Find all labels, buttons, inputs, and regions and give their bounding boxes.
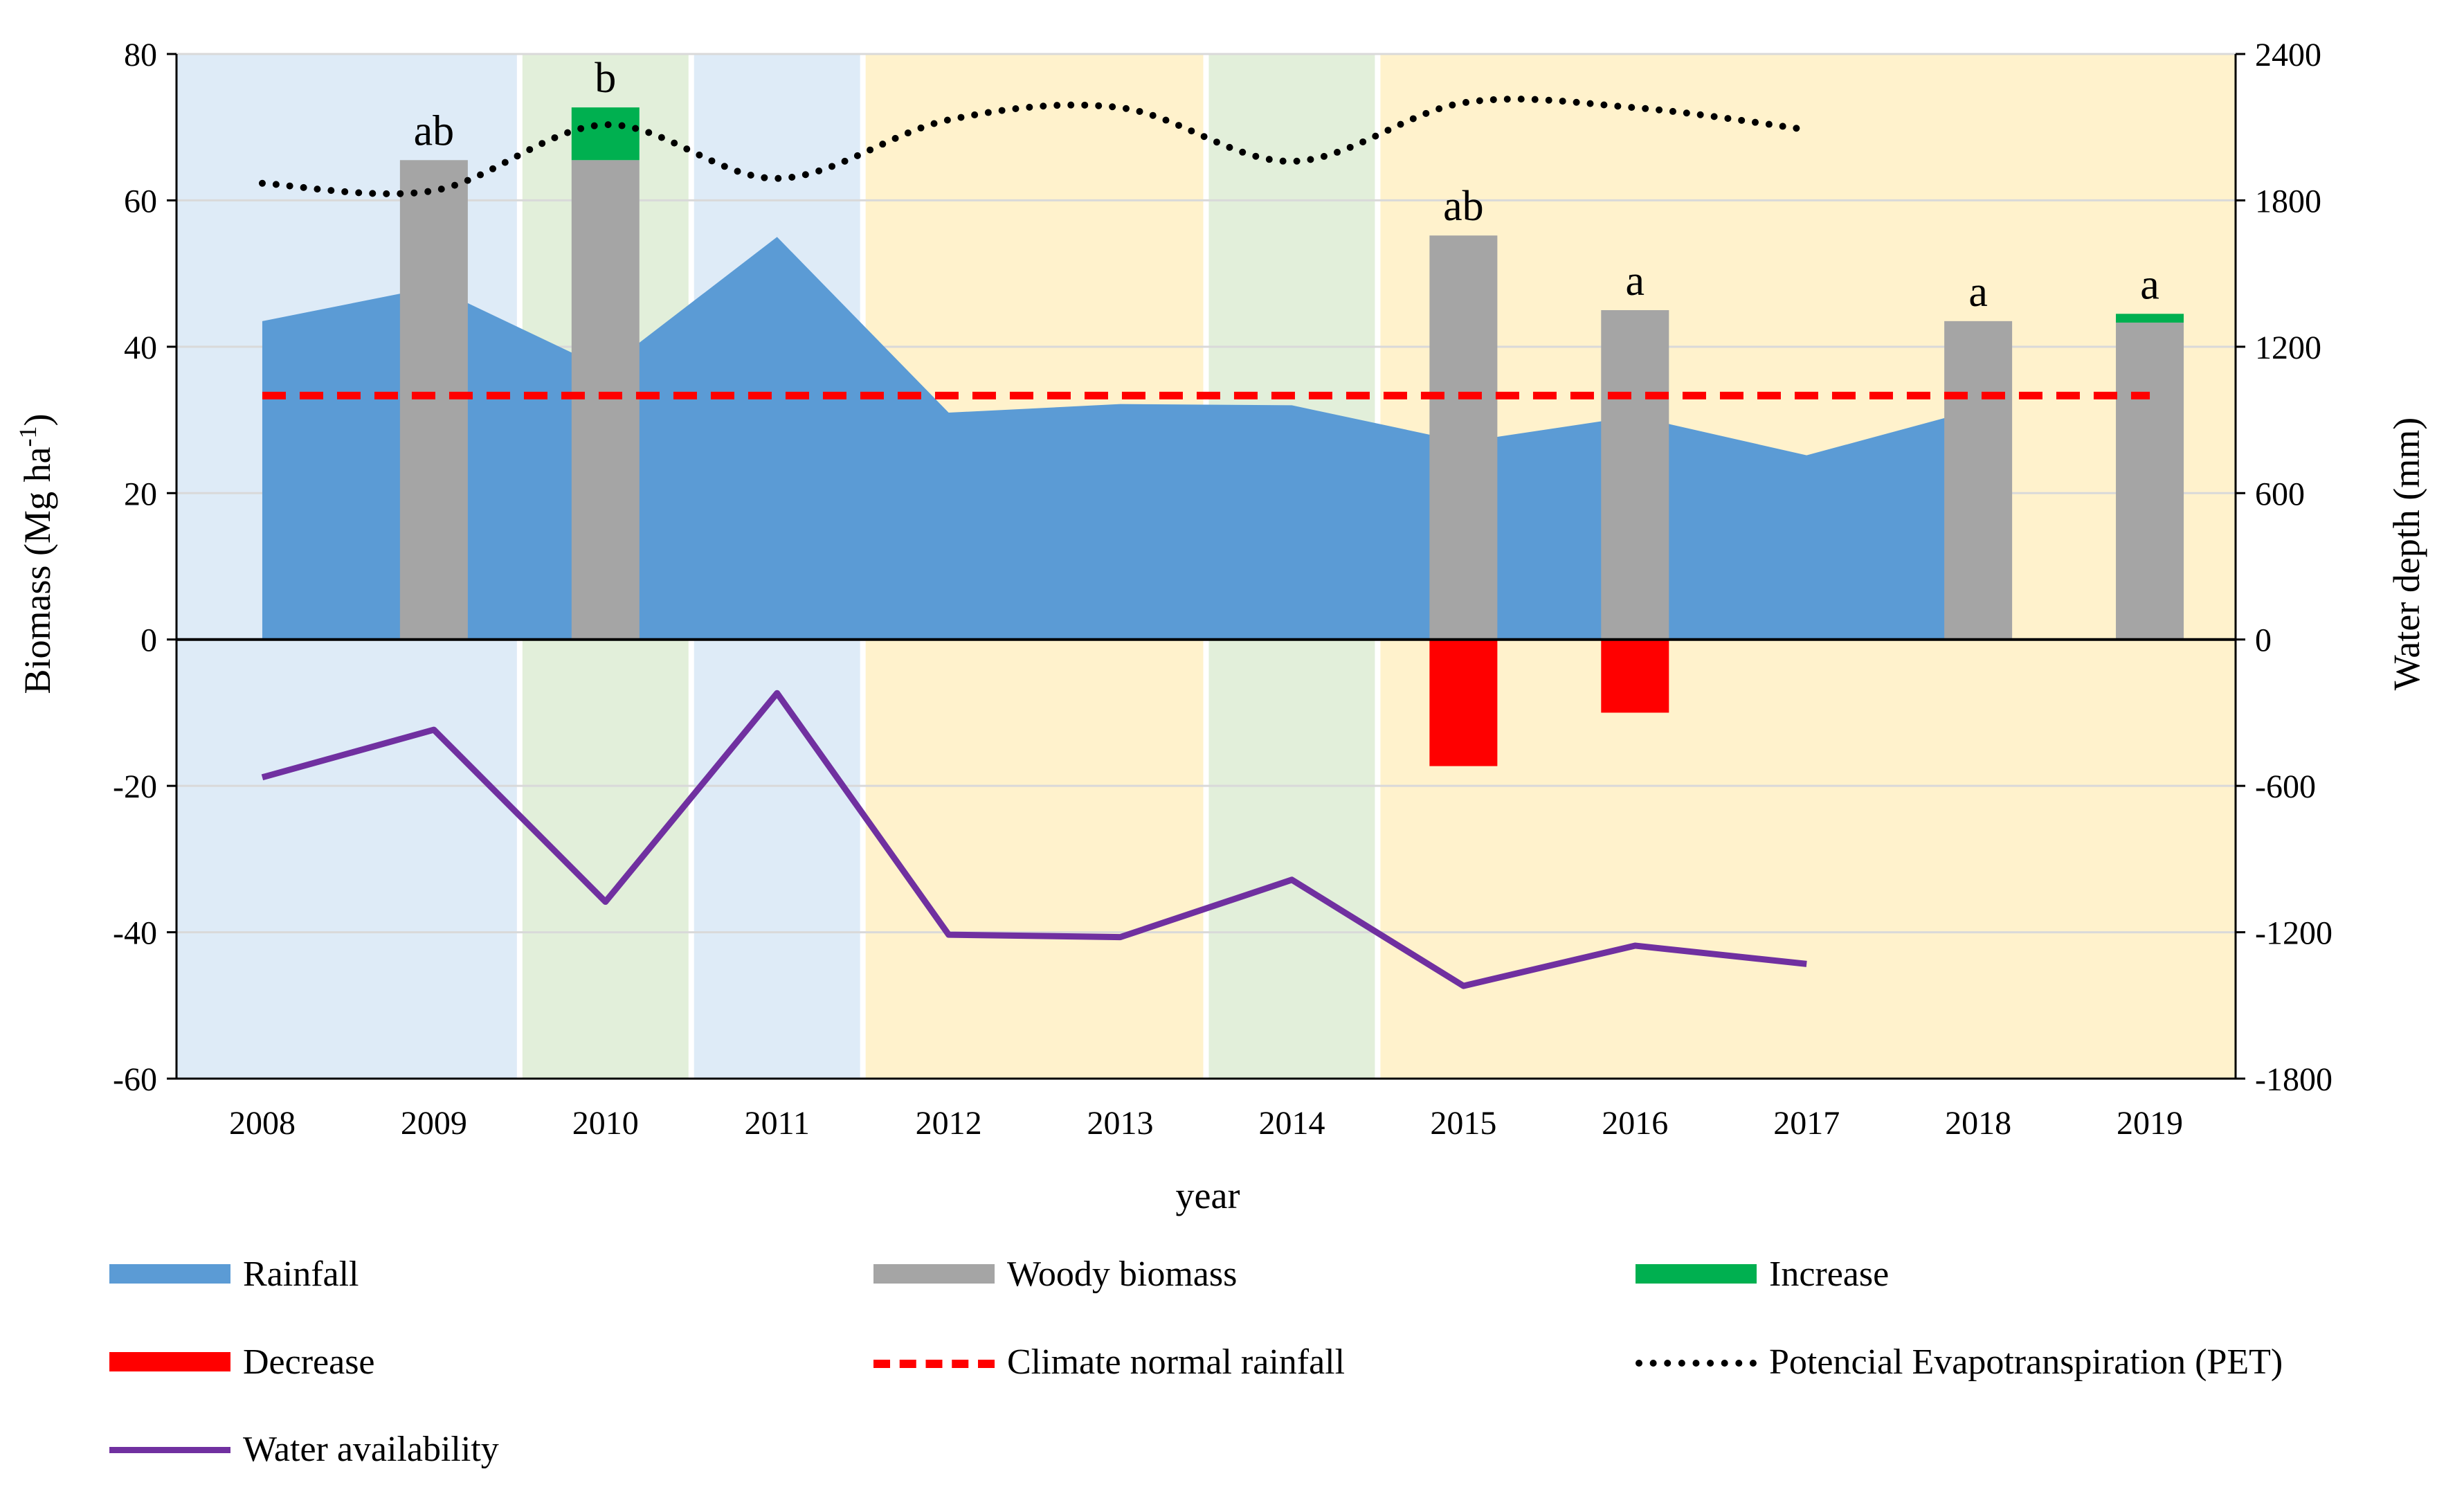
woody-bar-2015 (1429, 235, 1498, 640)
woody-bar-2010 (571, 160, 640, 640)
x-tick-2015: 2015 (1430, 1105, 1496, 1142)
x-tick-2017: 2017 (1773, 1105, 1840, 1142)
y-right-tick-600: 600 (2255, 476, 2305, 512)
x-tick-2010: 2010 (572, 1105, 639, 1142)
woody-bar-2019 (2116, 322, 2184, 640)
water-availability-line (261, 690, 1807, 989)
y-left-tick--20: -20 (113, 768, 157, 805)
y-right-tick-2400: 2400 (2255, 37, 2321, 73)
decrease-bar-2015 (1429, 639, 1498, 766)
y-right-tick-1800: 1800 (2255, 183, 2321, 219)
y-axis-right-title: Water depth (mm) (2386, 417, 2427, 691)
significance-label-2018: a (1968, 269, 1988, 316)
decrease-bar-2016 (1601, 639, 1669, 713)
woody-bar-2009 (399, 160, 468, 640)
x-tick-2016: 2016 (1602, 1105, 1668, 1142)
y-right-tick--1800: -1800 (2255, 1061, 2332, 1098)
y-left-tick-20: 20 (124, 476, 157, 512)
rainfall-area-path (262, 237, 1979, 640)
x-tick-2014: 2014 (1258, 1105, 1325, 1142)
increase-bar-2019 (2116, 314, 2184, 323)
labels: -60 -40 -20 0 20 40 60 80 -1800 -1200 -600 0 600 1200… (113, 37, 2332, 1142)
y-left-tick-60: 60 (124, 183, 157, 219)
y-left-tick-0: 0 (141, 622, 157, 659)
y-axis-left-title: Biomass (Mg ha-1) (14, 414, 58, 694)
significance-label-2010: b (595, 55, 616, 102)
x-tick-2008: 2008 (229, 1105, 296, 1142)
significance-label-2016: a (1626, 258, 1645, 305)
y-left-tick--60: -60 (113, 1061, 157, 1098)
woody-bar-2016 (1601, 310, 1669, 640)
woody-bar-2018 (1944, 321, 2013, 640)
significance-label-2019: a (2140, 261, 2159, 308)
x-tick-2013: 2013 (1087, 1105, 1154, 1142)
rainfall-area (262, 237, 1979, 640)
x-tick-2012: 2012 (916, 1105, 982, 1142)
y-left-tick-40: 40 (124, 330, 157, 366)
lines (258, 96, 2150, 989)
y-right-tick-1200: 1200 (2255, 330, 2321, 366)
y-right-tick-0: 0 (2255, 622, 2272, 659)
x-tick-2009: 2009 (401, 1105, 467, 1142)
y-right-tick--1200: -1200 (2255, 915, 2332, 952)
increase-bar-2010 (571, 107, 640, 161)
significance-label-2009: ab (414, 107, 455, 154)
y-right-tick--600: -600 (2255, 768, 2316, 805)
y-left-tick--40: -40 (113, 915, 157, 952)
pet-line (258, 96, 1811, 197)
biomass-bars (399, 107, 2184, 766)
y-left-tick-80: 80 (124, 37, 157, 73)
x-axis-title: year (1176, 1175, 1240, 1216)
x-tick-2019: 2019 (2117, 1105, 2183, 1142)
significance-label-2015: ab (1443, 183, 1484, 230)
y-axis-left-title-sup: -1 (14, 426, 42, 447)
axes (167, 53, 2245, 1080)
x-tick-2011: 2011 (745, 1105, 810, 1142)
x-tick-2018: 2018 (1945, 1105, 2011, 1142)
